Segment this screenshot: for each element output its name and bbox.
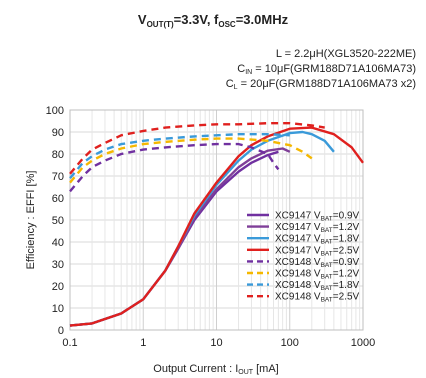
plot-frame: [69, 109, 364, 331]
x-tick-label: 0.1: [62, 337, 77, 349]
series-lines: [69, 122, 364, 327]
series-line-6: [69, 137, 313, 184]
y-tick-label: 60: [52, 193, 64, 205]
y-tick-labels: 0 10 20 30 40 50 60 70 80 90 100: [46, 105, 64, 337]
series-line-8: [69, 122, 325, 175]
series-line-4: [69, 126, 364, 327]
legend-label: XC9147 VBAT=0.9V: [275, 211, 360, 223]
legend-label: XC9148 VBAT=1.8V: [275, 280, 360, 292]
x-tick-label: 1000: [351, 337, 375, 349]
legend-label: XC9147 VBAT=2.5V: [275, 245, 360, 257]
y-tick-label: 90: [52, 127, 64, 139]
y-tick-label: 70: [52, 171, 64, 183]
condition-load-capacitor: CL = 20μF(GRM188D71A106MA73 x2): [226, 78, 416, 91]
y-tick-label: 40: [52, 237, 64, 249]
condition-inductor: L = 2.2μH(XGL3520-222ME): [276, 48, 416, 60]
x-tick-labels: 0.1 1 10 100 1000: [62, 337, 375, 349]
legend-label: XC9147 VBAT=1.8V: [275, 234, 360, 246]
legend-label: XC9148 VBAT=1.2V: [275, 269, 360, 281]
legend-label: XC9148 VBAT=0.9V: [275, 257, 360, 269]
legend-label: XC9147 VBAT=1.2V: [275, 222, 360, 234]
y-tick-label: 30: [52, 259, 64, 271]
chart-title: VOUT(T)=3.3V, fOSC=3.0MHz: [138, 12, 289, 29]
legend-label: XC9148 VBAT=2.5V: [275, 292, 360, 304]
x-tick-label: 10: [210, 337, 222, 349]
condition-input-capacitor: CIN = 10μF(GRM188D71A106MA73): [237, 63, 416, 76]
y-tick-label: 10: [52, 303, 64, 315]
series-line-7: [69, 133, 290, 179]
y-axis-label: Efficiency : EFFI [%]: [25, 171, 37, 270]
y-tick-label: 20: [52, 281, 64, 293]
y-tick-label: 80: [52, 149, 64, 161]
y-tick-label: 0: [58, 325, 64, 337]
x-tick-label: 100: [281, 337, 299, 349]
y-tick-label: 100: [46, 105, 64, 117]
x-tick-label: 1: [140, 337, 146, 349]
x-axis-label: Output Current : IOUT [mA]: [153, 363, 278, 376]
y-tick-label: 50: [52, 215, 64, 227]
series-line-5: [69, 142, 280, 193]
